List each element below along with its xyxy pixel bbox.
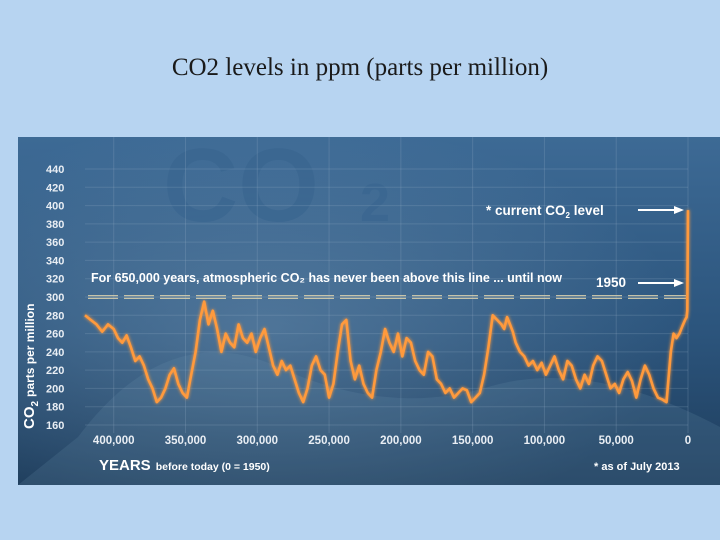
x-tick-label: 50,000: [599, 435, 634, 447]
x-tick-label: 0: [685, 435, 691, 447]
watermark-text: CO: [163, 137, 319, 244]
y-tick-label: 320: [46, 274, 64, 286]
co2-watermark: CO 2: [163, 137, 390, 244]
iceberg-haze: [18, 137, 720, 485]
y-tick-label: 260: [46, 329, 64, 341]
iceberg-shape: [18, 352, 720, 485]
y-tick-label: 380: [46, 219, 64, 231]
reference-line-label: For 650,000 years, atmospheric CO₂ has n…: [91, 271, 562, 285]
footnote: * as of July 2013: [594, 461, 680, 473]
y-tick-label: 440: [46, 164, 64, 176]
svg-text:CO2parts per million: CO2 parts per million: [21, 304, 41, 429]
co2-chart: CO 2 16018020022024026028030032034036038…: [18, 137, 720, 485]
reference-line-group: [88, 295, 686, 299]
y-axis-title: CO2 parts per million: [21, 304, 41, 429]
y-axis-title-co: CO: [21, 406, 38, 429]
x-tick-label: 350,000: [165, 435, 207, 447]
y-axis-title-sub: 2: [30, 401, 41, 407]
annotations: * current CO2 level 1950: [486, 203, 684, 290]
chart-panel: CO 2 160 180 200 220 240 260 280 300 320 340 360 38…: [18, 137, 720, 485]
current-level-end: level: [570, 203, 604, 218]
x-tick-label: 200,000: [380, 435, 422, 447]
y-tick-label: 340: [46, 255, 64, 267]
x-tick-label: 100,000: [524, 435, 566, 447]
current-level-sub: 2: [566, 211, 571, 220]
y-tick-label: 300: [46, 292, 64, 304]
y-tick-label: 220: [46, 365, 64, 377]
current-level-arrowhead: [674, 206, 684, 214]
current-level-text: * current CO: [486, 203, 566, 218]
x-tick-label: 400,000: [93, 435, 135, 447]
y-tick-label: 360: [46, 237, 64, 249]
y-tick-label: 280: [46, 310, 64, 322]
x-axis-title-rest: before today (0 = 1950): [156, 461, 270, 473]
x-axis-title: YEARS before today (0 = 1950): [99, 457, 270, 474]
y-axis-title-rest: parts per million: [23, 304, 37, 397]
y-tick-label: 160: [46, 420, 64, 432]
x-axis-title-bold: YEARS: [99, 457, 151, 474]
y-tick-label: 180: [46, 402, 64, 414]
y-tick-label: 420: [46, 182, 64, 194]
y-tick-label: 240: [46, 347, 64, 359]
annotation-1950: 1950: [596, 275, 626, 290]
grid: [85, 137, 689, 433]
x-axis-ticks: 400,000 350,000 300,000 250,000 200,000 150,0…: [93, 435, 691, 447]
watermark-subscript: 2: [360, 173, 390, 233]
slide-title: CO2 levels in ppm (parts per million): [171, 54, 549, 81]
co2-series-line: [84, 210, 690, 404]
x-tick-label: 250,000: [308, 435, 350, 447]
current-level-annotation: * current CO2 level: [486, 203, 604, 220]
y-tick-label: 400: [46, 201, 64, 213]
y-tick-label: 200: [46, 383, 64, 395]
arrowhead-1950: [674, 279, 684, 287]
y-axis-ticks: 160 180 200 220 240 260 280 300 320 340 360 380 400 4…: [46, 164, 64, 432]
x-tick-label: 150,000: [452, 435, 494, 447]
x-tick-label: 300,000: [236, 435, 278, 447]
